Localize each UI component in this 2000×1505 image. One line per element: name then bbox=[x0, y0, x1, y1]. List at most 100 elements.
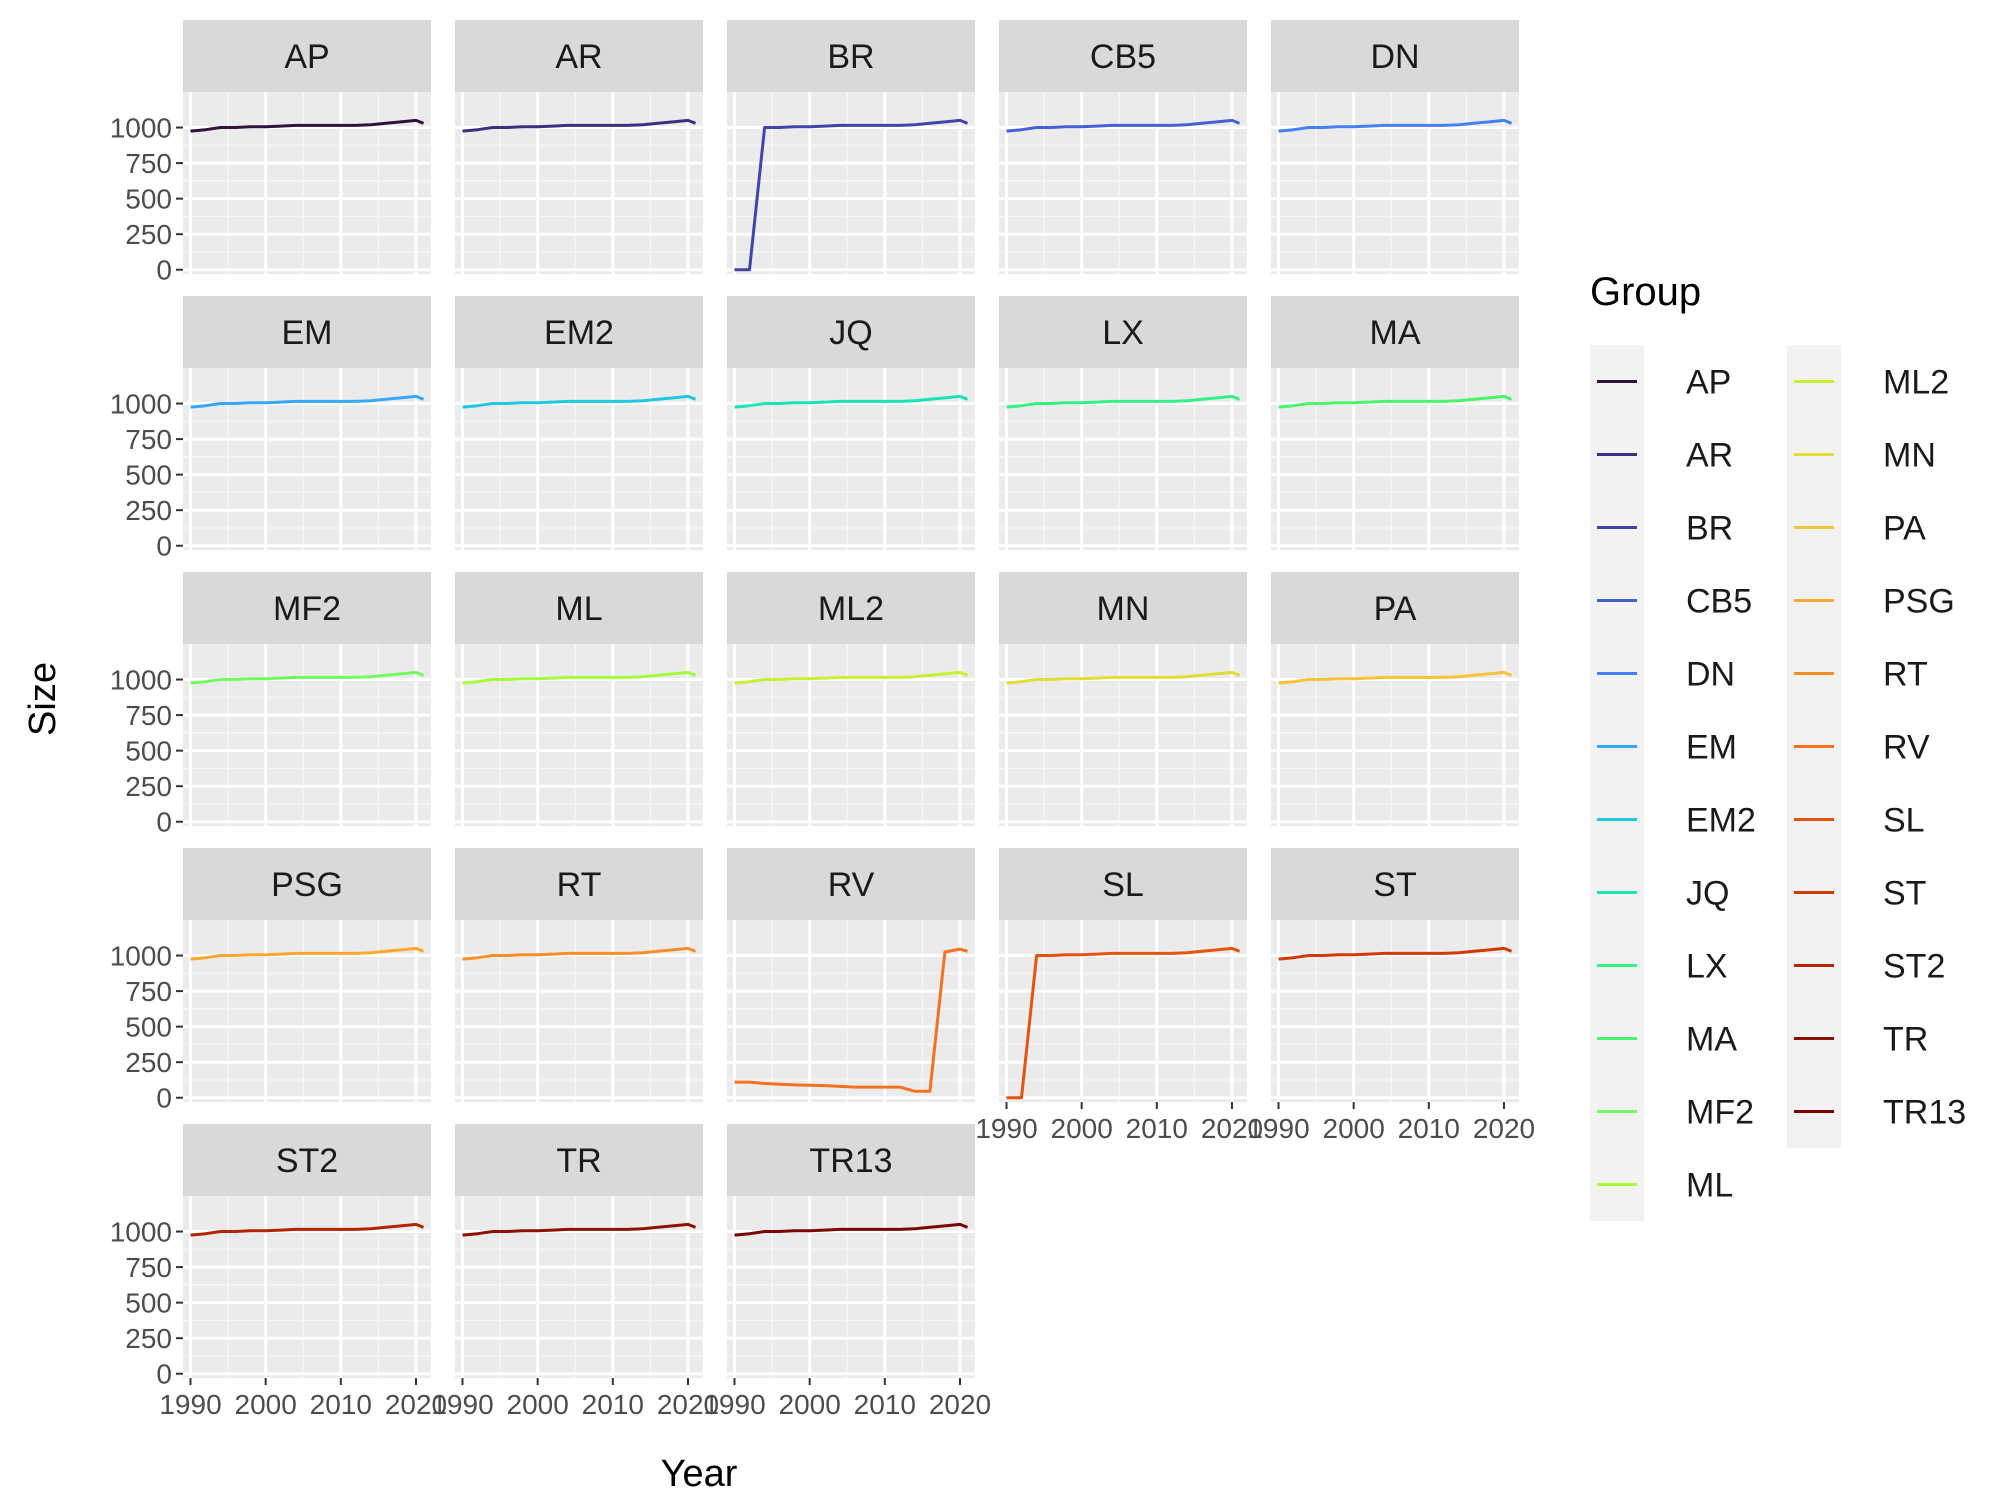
series-line-sl bbox=[1006, 946, 1241, 1100]
y-tick-label: 500 bbox=[125, 184, 172, 215]
x-tick-label: 2010 bbox=[854, 1389, 916, 1420]
facet-strip-label: AP bbox=[284, 38, 329, 76]
legend-item-psg: PSG bbox=[1787, 564, 1955, 637]
legend-label: EM bbox=[1686, 729, 1737, 767]
x-tick-label: 2020 bbox=[385, 1389, 447, 1420]
facet-strip-label: PA bbox=[1374, 590, 1417, 628]
y-tick-label: 250 bbox=[125, 771, 172, 802]
facet-panel-mf2: MF2 0 250 500 750 1000 bbox=[110, 572, 431, 838]
panel-background bbox=[183, 1196, 431, 1378]
panel-background bbox=[455, 92, 703, 274]
x-tick-label: 2000 bbox=[1323, 1113, 1385, 1144]
legend-label: ST2 bbox=[1883, 948, 1945, 986]
x-tick-label: 2020 bbox=[1201, 1113, 1263, 1144]
series-line-rt bbox=[462, 946, 697, 961]
x-tick-label: 2010 bbox=[1398, 1113, 1460, 1144]
legend-item-mn: MN bbox=[1787, 418, 1936, 491]
facet-strip-label: RV bbox=[828, 866, 875, 904]
panel-background bbox=[1271, 920, 1519, 1102]
legend-label: ST bbox=[1883, 875, 1926, 913]
y-tick-label: 750 bbox=[125, 700, 172, 731]
legend-label: SL bbox=[1883, 802, 1925, 840]
facet-strip bbox=[727, 296, 975, 368]
y-tick-label: 1000 bbox=[110, 389, 172, 420]
facet-strip bbox=[183, 848, 431, 920]
legend-item-pa: PA bbox=[1787, 491, 1926, 564]
series-line-ml bbox=[462, 670, 697, 685]
legend-label: DN bbox=[1686, 656, 1735, 694]
facet-panel-em: EM 0 250 500 750 1000 bbox=[110, 296, 431, 562]
y-tick-label: 500 bbox=[125, 1012, 172, 1043]
facet-strip-label: ST2 bbox=[276, 1142, 338, 1180]
y-tick-label: 0 bbox=[156, 255, 172, 286]
panel-background bbox=[455, 920, 703, 1102]
facet-strip bbox=[999, 296, 1247, 368]
facet-strip-label: DN bbox=[1370, 38, 1419, 76]
facet-panel-st2: ST2 0 250 500 750 1000 1990 2000 2010 2020 bbox=[110, 1124, 447, 1420]
x-tick-label: 2020 bbox=[929, 1389, 991, 1420]
panel-background bbox=[999, 92, 1247, 274]
facet-strip bbox=[455, 1124, 703, 1196]
facet-strip bbox=[1271, 296, 1519, 368]
facet-strip-label: MF2 bbox=[273, 590, 341, 628]
facet-strip-label: MA bbox=[1370, 314, 1421, 352]
x-tick-label: 2010 bbox=[1126, 1113, 1188, 1144]
legend-item-ap: AP bbox=[1590, 345, 1731, 418]
legend-label: RV bbox=[1883, 729, 1930, 767]
facet-strip-label: AR bbox=[555, 38, 602, 76]
y-tick-label: 500 bbox=[125, 1288, 172, 1319]
facet-panel-ap: AP 0 250 500 750 1000 bbox=[110, 20, 431, 286]
panel-background bbox=[1271, 92, 1519, 274]
facet-panel-ml: ML bbox=[455, 572, 703, 826]
legend-item-cb5: CB5 bbox=[1590, 564, 1752, 637]
facet-strip bbox=[999, 572, 1247, 644]
series-line-dn bbox=[1278, 118, 1513, 133]
y-tick-label: 750 bbox=[125, 148, 172, 179]
legend-label: ML2 bbox=[1883, 364, 1949, 402]
series-line-ap bbox=[190, 118, 425, 133]
x-tick-label: 2000 bbox=[507, 1389, 569, 1420]
series-line-em bbox=[190, 394, 425, 409]
legend-item-ml2: ML2 bbox=[1787, 345, 1949, 418]
y-tick-label: 0 bbox=[156, 531, 172, 562]
x-tick-label: 1990 bbox=[975, 1113, 1037, 1144]
x-tick-label: 1990 bbox=[1247, 1113, 1309, 1144]
facet-strip-label: TR bbox=[556, 1142, 601, 1180]
y-tick-label: 250 bbox=[125, 495, 172, 526]
legend-label: ML bbox=[1686, 1167, 1733, 1205]
facet-strip bbox=[727, 848, 975, 920]
legend-label: LX bbox=[1686, 948, 1728, 986]
legend-label: BR bbox=[1686, 510, 1733, 548]
facet-strip-label: BR bbox=[827, 38, 874, 76]
legend-label: PSG bbox=[1883, 583, 1955, 621]
facet-strip-label: SL bbox=[1102, 866, 1144, 904]
legend-item-ml: ML bbox=[1590, 1148, 1733, 1221]
facet-strip bbox=[727, 1124, 975, 1196]
facet-strip-label: ST bbox=[1373, 866, 1416, 904]
panel-background bbox=[1271, 644, 1519, 826]
series-line-jq bbox=[734, 394, 969, 409]
legend-item-dn: DN bbox=[1590, 637, 1735, 710]
facet-panel-rv: RV bbox=[727, 848, 975, 1102]
y-axis-title: Size bbox=[22, 662, 64, 736]
legend-label: CB5 bbox=[1686, 583, 1752, 621]
x-axis-title: Year bbox=[661, 1453, 738, 1495]
y-tick-label: 250 bbox=[125, 1047, 172, 1078]
x-tick-label: 2020 bbox=[657, 1389, 719, 1420]
facet-strip bbox=[727, 20, 975, 92]
facet-strip-label: RT bbox=[557, 866, 602, 904]
y-tick-label: 1000 bbox=[110, 1217, 172, 1248]
panel-background bbox=[999, 368, 1247, 550]
legend-item-rv: RV bbox=[1787, 710, 1930, 783]
legend-item-tr: TR bbox=[1787, 1002, 1928, 1075]
series-line-mf2 bbox=[190, 670, 425, 685]
panel-background bbox=[727, 644, 975, 826]
legend-label: JQ bbox=[1686, 875, 1729, 913]
x-tick-label: 2000 bbox=[235, 1389, 297, 1420]
series-line-cb5 bbox=[1006, 118, 1241, 133]
facet-strip-label: JQ bbox=[829, 314, 872, 352]
series-line-lx bbox=[1006, 394, 1241, 409]
facet-strip bbox=[455, 20, 703, 92]
